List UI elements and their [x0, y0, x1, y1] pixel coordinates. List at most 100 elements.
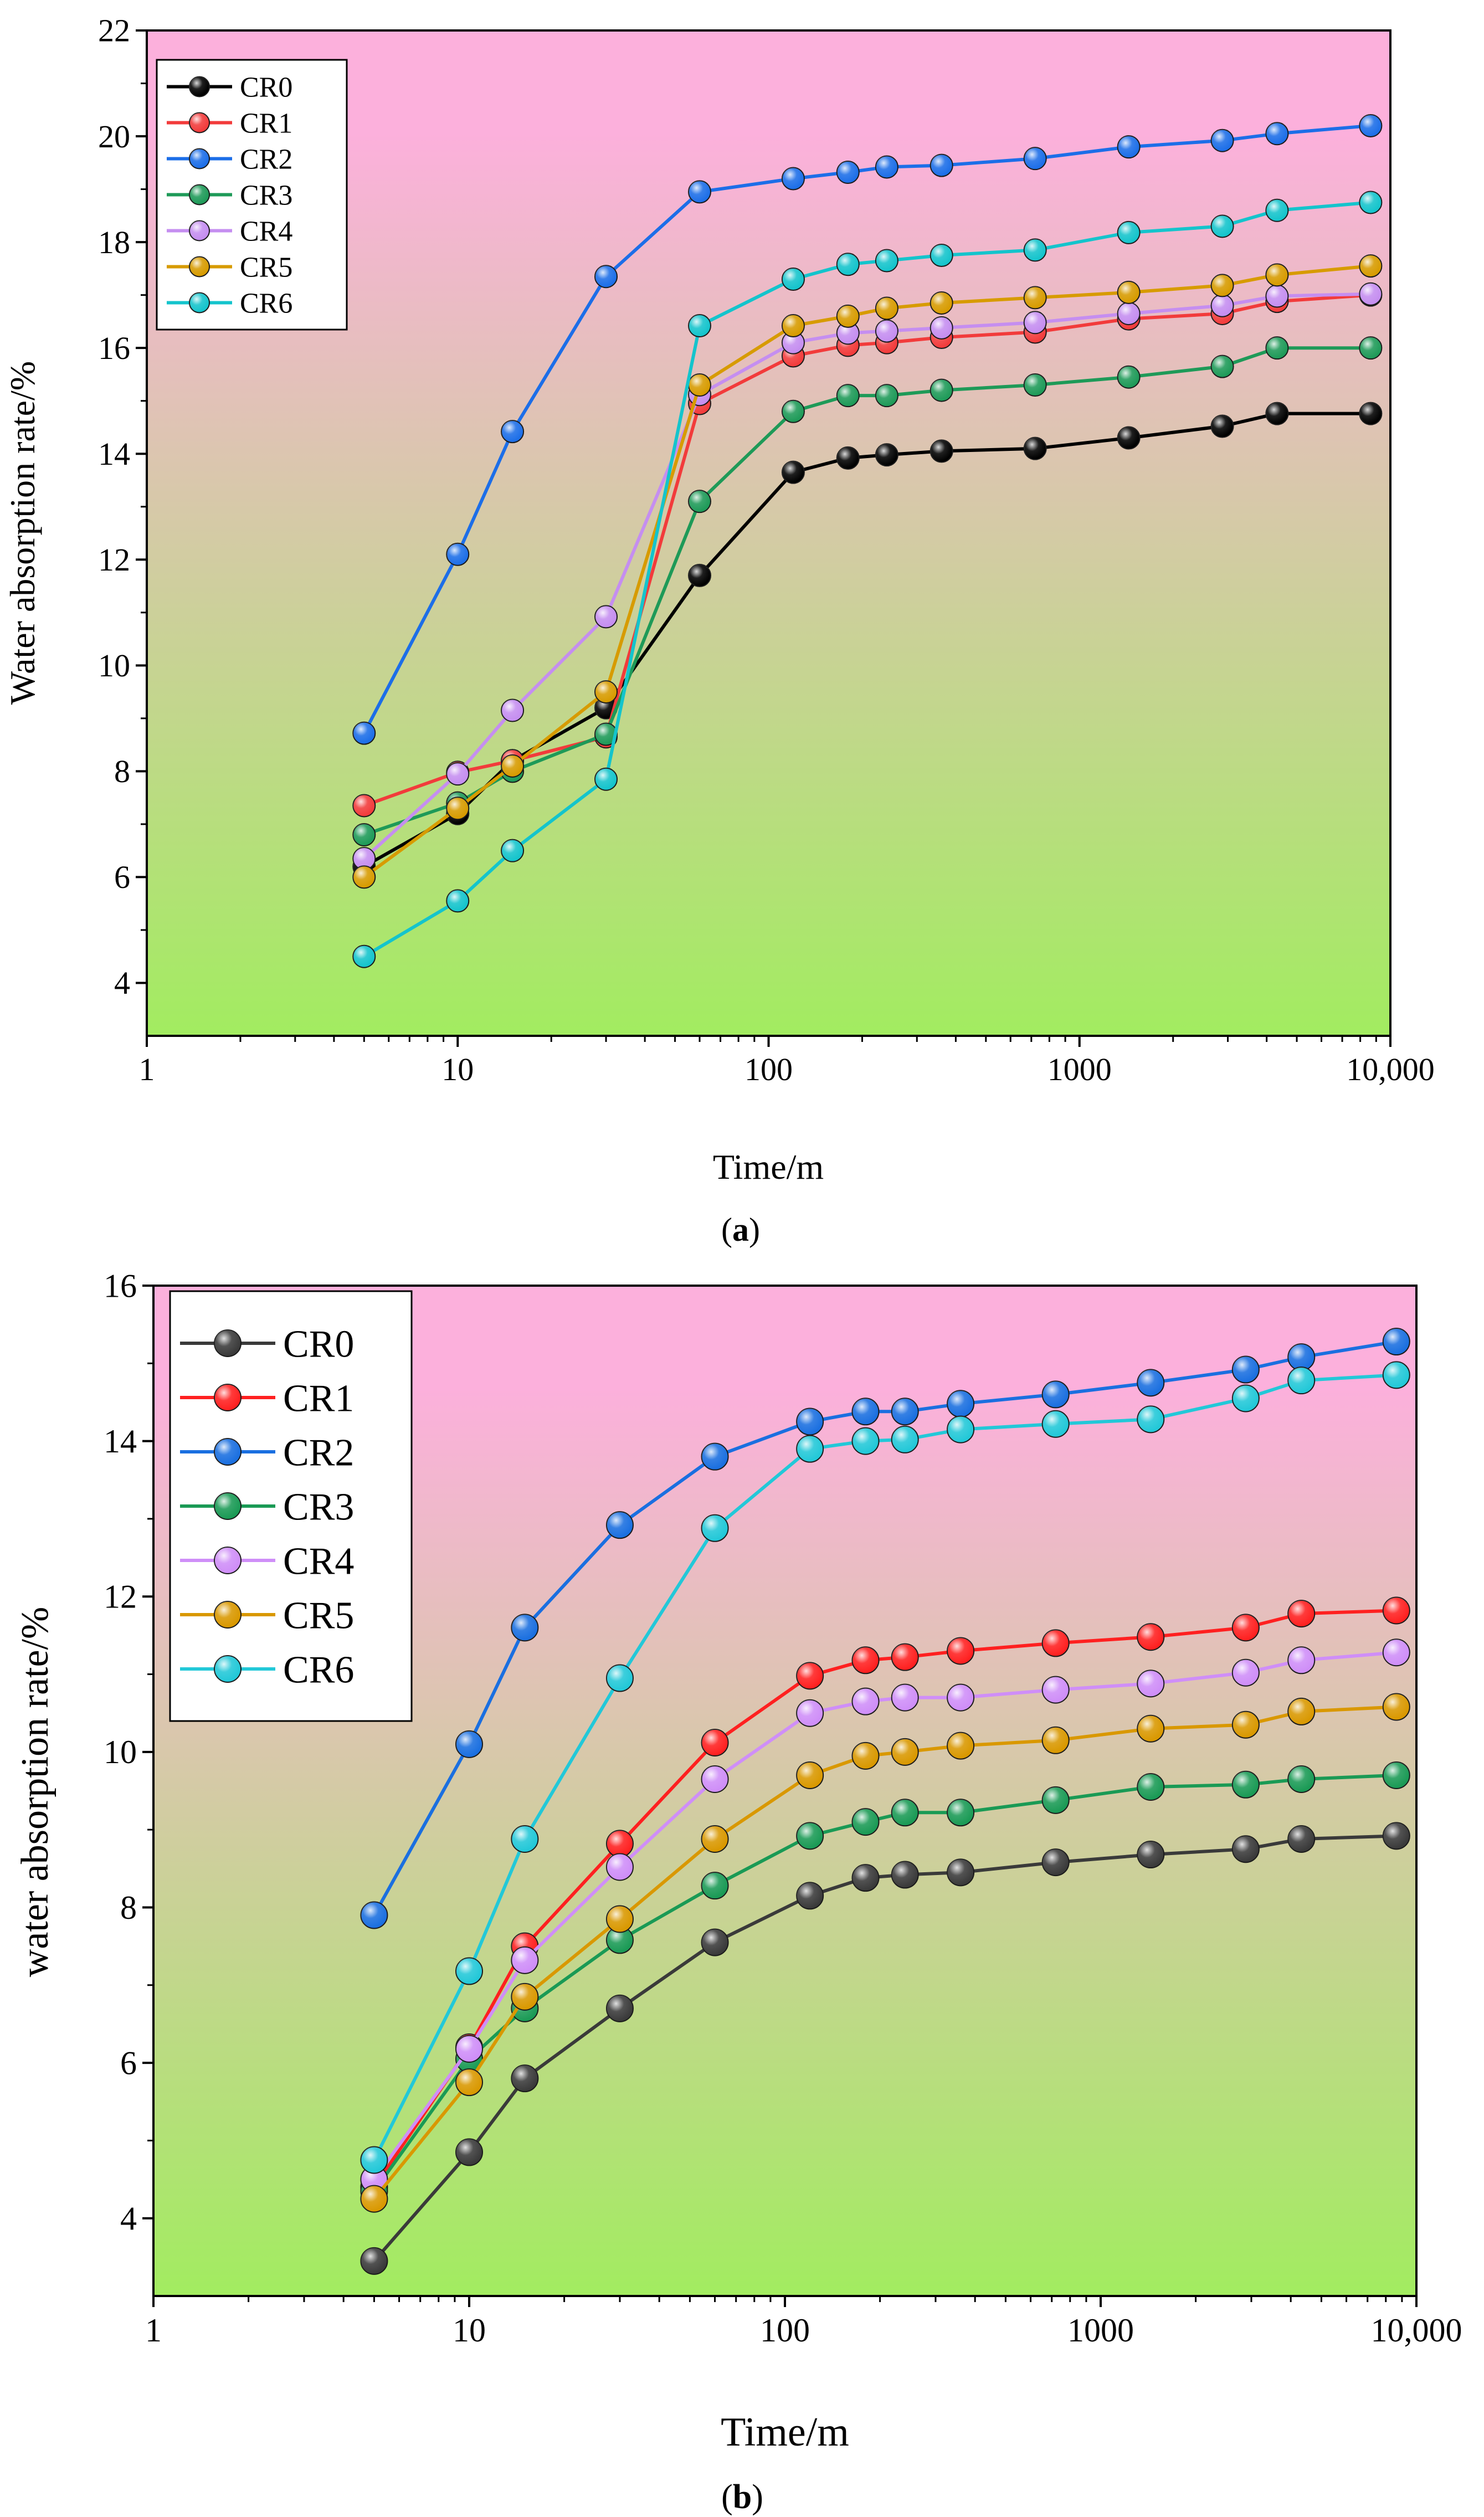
legend-label: CR0	[240, 72, 292, 104]
data-point-shine	[1137, 1670, 1164, 1697]
x-tick-label: 100	[744, 1051, 793, 1087]
series-line	[363, 292, 1371, 860]
series-cr2	[352, 114, 1383, 745]
series-line	[373, 1834, 1396, 2262]
legend-label: CR6	[283, 1649, 354, 1692]
data-point-shine	[891, 1738, 918, 1765]
y-tick-label: 12	[104, 1579, 137, 1615]
data-point-shine	[1117, 136, 1140, 158]
legend-item: CR6	[180, 1649, 354, 1692]
data-point-shine	[361, 1902, 388, 1929]
data-point-shine	[446, 890, 469, 912]
legend-label: CR4	[240, 216, 292, 248]
series-cr5	[360, 1693, 1410, 2213]
data-point-shine	[1137, 1841, 1164, 1868]
y-tick-label: 18	[98, 224, 130, 260]
data-point-shine	[701, 1443, 728, 1470]
legend: CR0 CR1 CR2 CR3 CR4 CR5 CR6	[169, 1290, 413, 1722]
legend-label: CR4	[283, 1540, 354, 1583]
data-point-shine	[930, 291, 953, 314]
series-cr4	[352, 282, 1383, 870]
data-point-shine	[511, 1983, 538, 2010]
series-line	[362, 124, 1371, 734]
series-line	[372, 1651, 1397, 2181]
chart-panel-a: 1 10 100 1000 10,000 4 6 8 10 12 14 16 18 20 22 CR0 CR1…	[3, 13, 1435, 1248]
data-point-shine	[1024, 311, 1046, 334]
data-point-shine	[947, 1416, 974, 1443]
data-point-shine	[1117, 221, 1140, 244]
data-point-shine	[361, 2185, 388, 2212]
data-point-shine	[1232, 1385, 1259, 1412]
data-point-shine	[1211, 215, 1234, 238]
legend-marker-shine	[214, 1384, 241, 1411]
data-point-shine	[1024, 437, 1046, 460]
y-axis-label: water absorption rate/%	[14, 1607, 57, 1977]
x-tick-label: 100	[760, 2312, 810, 2349]
x-axis-label: Time/m	[721, 2410, 849, 2455]
x-tick-label: 1	[145, 2312, 162, 2349]
data-point-shine	[1359, 255, 1382, 278]
legend-item: CR3	[167, 180, 292, 212]
data-point-shine	[1117, 302, 1140, 325]
x-tick-label: 10,000	[1346, 1051, 1435, 1087]
legend-label: CR1	[283, 1378, 354, 1420]
data-point-shine	[1266, 122, 1288, 145]
data-point-shine	[446, 763, 469, 785]
data-point-shine	[836, 322, 859, 345]
data-point-shine	[606, 1927, 633, 1954]
data-point-shine	[688, 181, 711, 203]
data-point-shine	[1359, 191, 1382, 214]
data-point-shine	[456, 2139, 482, 2166]
data-point-shine	[595, 265, 618, 288]
data-point-shine	[606, 1853, 633, 1881]
data-point-shine	[1211, 129, 1234, 152]
data-point-shine	[875, 297, 898, 320]
data-point-shine	[606, 1905, 633, 1933]
data-point-shine	[353, 794, 376, 817]
legend-marker-shine	[189, 76, 209, 97]
data-point-shine	[456, 2035, 482, 2062]
data-point-shine	[701, 1765, 728, 1792]
y-tick-label: 8	[114, 753, 130, 789]
data-point-shine	[852, 1688, 879, 1715]
data-point-shine	[852, 1742, 879, 1769]
series-layer	[360, 1328, 1410, 2275]
data-point-shine	[1117, 281, 1140, 304]
y-tick-label: 20	[98, 119, 130, 155]
data-point-shine	[1232, 1836, 1259, 1863]
data-point-shine	[1232, 1614, 1259, 1641]
series-line	[363, 201, 1371, 958]
series-cr2	[360, 1328, 1410, 1929]
y-tick-label: 16	[98, 330, 130, 366]
series-line	[363, 264, 1371, 879]
data-point-shine	[1024, 239, 1046, 261]
data-point-shine	[1137, 1773, 1164, 1800]
data-point-shine	[797, 1882, 824, 1909]
data-point-shine	[1211, 274, 1234, 297]
data-point-shine	[361, 2166, 388, 2193]
data-point-shine	[606, 1995, 633, 2022]
chart-panel-b: 1 10 100 1000 10,000 4 6 8 10 12 14 16 CR0 CR1 CR2 CR3…	[14, 1267, 1462, 2516]
data-point-shine	[688, 490, 711, 513]
data-point-shine	[1042, 1676, 1069, 1703]
data-point-shine	[1042, 1630, 1069, 1657]
data-point-shine	[701, 1929, 728, 1956]
series-line	[373, 1705, 1396, 2200]
series-line	[372, 1373, 1396, 2161]
data-point-shine	[1211, 294, 1234, 317]
data-point-shine	[595, 681, 618, 703]
data-point-shine	[1024, 286, 1046, 309]
legend-marker-shine	[189, 148, 209, 169]
data-point-shine	[797, 1435, 824, 1462]
series-cr4	[360, 1638, 1410, 2194]
legend-marker-shine	[189, 256, 209, 277]
data-point-shine	[875, 320, 898, 342]
y-tick-label: 6	[120, 2045, 137, 2081]
x-tick-label: 1000	[1047, 1051, 1112, 1087]
data-point-shine	[852, 1864, 879, 1892]
axis-layer: 1 10 100 1000 10,000 4 6 8 10 12 14 16 18 20 22	[98, 13, 1435, 1087]
series-cr0	[360, 1822, 1410, 2275]
data-point-shine	[891, 1643, 918, 1671]
data-point-shine	[353, 866, 376, 888]
